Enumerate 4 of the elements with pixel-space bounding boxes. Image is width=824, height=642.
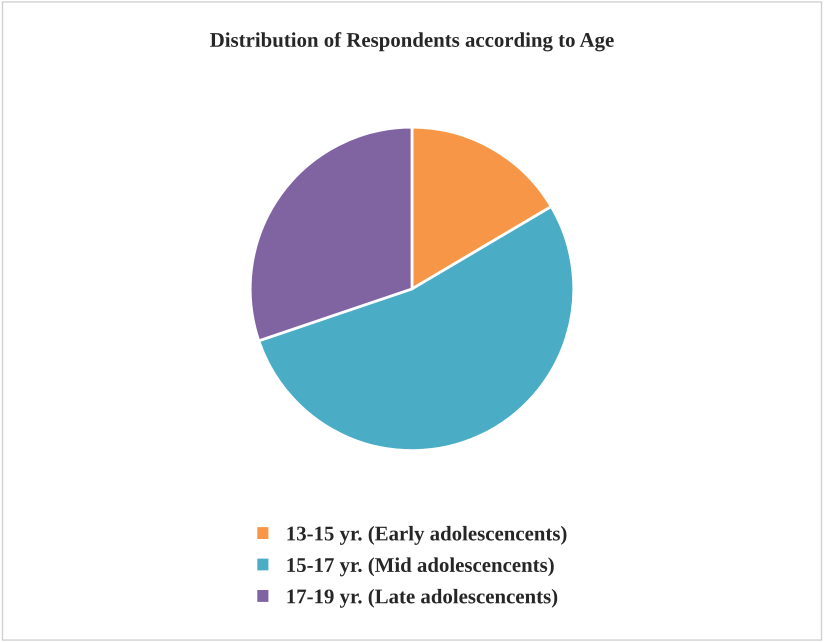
chart-title: Distribution of Respondents according to Age bbox=[210, 32, 614, 52]
legend-label: 13-15 yr. (Early adolescencents) bbox=[287, 526, 566, 545]
legend-label: 17-19 yr. (Late adolescencents) bbox=[287, 588, 558, 608]
legend-label: 15-17 yr. (Mid adolescencents) bbox=[287, 557, 554, 576]
